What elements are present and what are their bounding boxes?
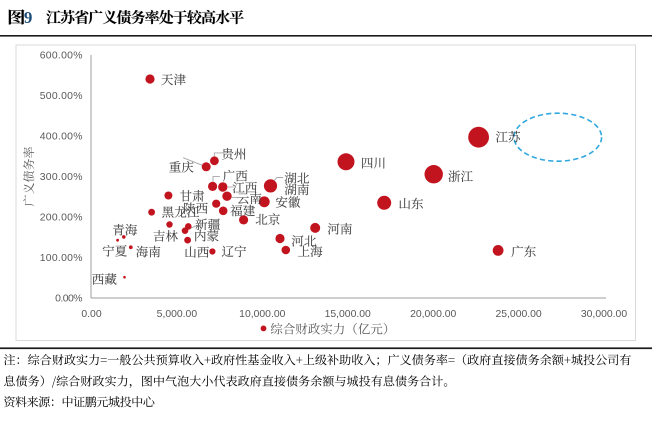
svg-text:100.00%: 100.00% xyxy=(40,253,83,264)
svg-text:400.00%: 400.00% xyxy=(40,132,83,143)
svg-text:25,000.00: 25,000.00 xyxy=(495,309,541,320)
svg-text:20,000.00: 20,000.00 xyxy=(410,309,456,320)
svg-text:300.00%: 300.00% xyxy=(40,172,83,183)
svg-text:30,000.00: 30,000.00 xyxy=(581,309,627,320)
svg-text:15,000.00: 15,000.00 xyxy=(325,309,371,320)
svg-text:10,000.00: 10,000.00 xyxy=(239,309,285,320)
svg-text:200.00%: 200.00% xyxy=(40,213,83,224)
svg-text:0.00: 0.00 xyxy=(81,309,101,320)
svg-text:9: 9 xyxy=(24,8,33,27)
svg-text:500.00%: 500.00% xyxy=(40,91,83,102)
svg-text:0.00%: 0.00% xyxy=(55,294,82,305)
svg-text:600.00%: 600.00% xyxy=(40,51,83,62)
svg-text:5,000.00: 5,000.00 xyxy=(157,309,198,320)
